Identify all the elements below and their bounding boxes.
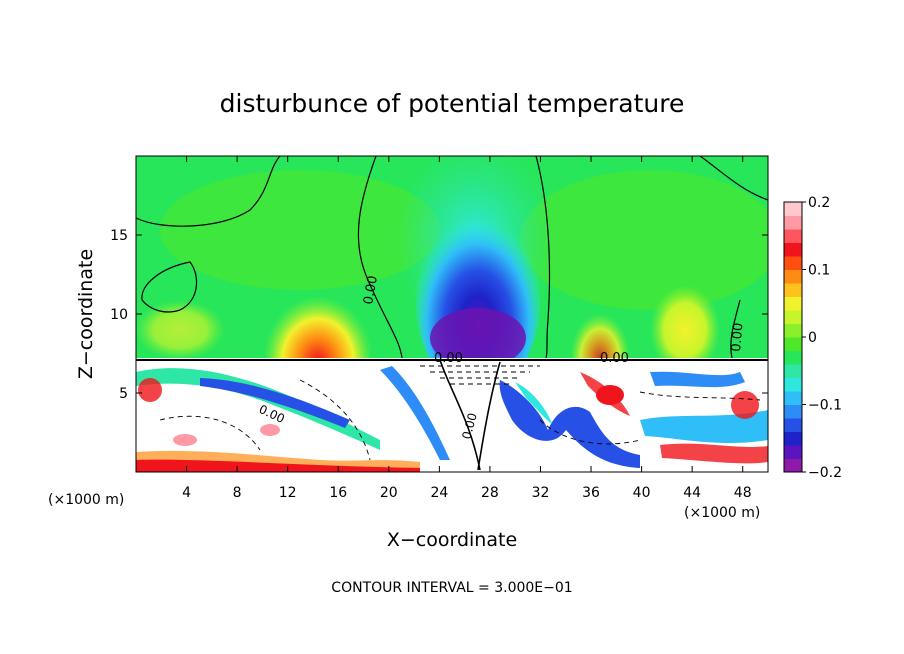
x-tick-label: 4 <box>182 485 191 501</box>
x-tick-label: 40 <box>633 485 651 501</box>
x-unit-left: (×1000 m) <box>48 492 124 508</box>
turbulent-band <box>515 382 552 424</box>
colorbar: 0.2 0.1 0 −0.1 −0.2 <box>783 195 842 481</box>
turbulent-blob <box>731 391 759 419</box>
y-tick-label: 5 <box>119 386 128 402</box>
y-tick-label: 10 <box>110 307 128 323</box>
contour-label: 0.00 <box>361 275 381 306</box>
x-axis-label: X−coordinate <box>387 529 517 551</box>
x-tick-label: 44 <box>683 485 701 501</box>
x-tick-label: 12 <box>279 485 297 501</box>
x-tick-label: 16 <box>329 485 347 501</box>
colorbar-swatch <box>784 323 802 338</box>
colorbar-tick-label: 0.1 <box>808 263 830 279</box>
contour-label: 0.00 <box>729 322 746 352</box>
turbulent-blob <box>596 385 624 405</box>
turbulent-band <box>650 371 745 388</box>
colorbar-swatch <box>784 445 802 459</box>
x-axis-ticks: 4 8 12 16 20 24 28 32 36 40 44 48 <box>182 156 752 501</box>
turbulent-band <box>640 410 768 444</box>
colorbar-swatch <box>784 229 802 243</box>
colorbar-swatch <box>784 242 802 257</box>
warm-anomaly-edge <box>136 300 225 360</box>
x-tick-label: 28 <box>481 485 499 501</box>
colorbar-swatch <box>784 256 802 270</box>
colorbar-swatch <box>784 296 802 311</box>
colorbar-swatch <box>784 202 802 216</box>
turbulent-band <box>380 366 450 460</box>
x-unit-right: (×1000 m) <box>684 505 760 521</box>
turbulent-band <box>200 378 350 428</box>
x-tick-label: 32 <box>532 485 550 501</box>
colorbar-swatch <box>784 269 802 284</box>
x-tick-label: 36 <box>582 485 600 501</box>
contour-lines <box>136 156 768 471</box>
chart-title: disturbunce of potential temperature <box>220 89 685 118</box>
warm-anomaly-right <box>650 285 720 375</box>
turbulent-band <box>660 443 768 464</box>
colorbar-swatch <box>784 418 802 432</box>
colorbar-swatch <box>784 404 802 419</box>
colorbar-swatch <box>784 431 802 446</box>
cold-core <box>430 308 526 368</box>
turbulent-band <box>136 459 420 472</box>
colorbar-swatch <box>784 337 802 351</box>
colorbar-swatch <box>784 377 802 392</box>
contour-label: 0.00 <box>434 351 463 366</box>
x-tick-label: 20 <box>380 485 398 501</box>
contour-interval-note: CONTOUR INTERVAL = 3.000E−01 <box>331 580 572 596</box>
turbulent-blob <box>138 378 162 402</box>
contour-lines-dashed <box>159 365 761 461</box>
turbulent-blob <box>260 424 280 436</box>
colorbar-swatch <box>784 364 802 378</box>
plot-area: 0.00 0.00 0.00 0.00 0.00 0.00 <box>136 156 768 472</box>
colorbar-swatch <box>784 350 802 365</box>
x-tick-label: 24 <box>430 485 448 501</box>
colorbar-tick-label: −0.1 <box>808 398 842 414</box>
x-tick-label: 48 <box>734 485 752 501</box>
contour-label: 0.00 <box>600 351 629 366</box>
colorbar-swatch <box>784 215 802 230</box>
x-tick-label: 8 <box>233 485 242 501</box>
colorbar-swatch <box>784 458 802 473</box>
colorbar-swatch <box>784 283 802 297</box>
upper-green-band <box>160 170 440 290</box>
turbulent-blob <box>173 434 197 446</box>
turbulent-band <box>136 368 380 450</box>
colorbar-tick-label: 0 <box>808 330 817 346</box>
colorbar-swatch <box>784 310 802 324</box>
turbulent-band <box>499 380 640 468</box>
colorbar-tick-label: −0.2 <box>808 465 842 481</box>
y-tick-label: 15 <box>110 228 128 244</box>
y-axis-ticks: 5 10 15 <box>110 228 768 402</box>
y-axis-label: Z−coordinate <box>75 249 97 379</box>
upper-right-band <box>520 170 768 310</box>
colorbar-swatch <box>784 391 802 405</box>
colorbar-tick-label: 0.2 <box>808 195 830 211</box>
contour-label: 0.00 <box>459 411 479 440</box>
